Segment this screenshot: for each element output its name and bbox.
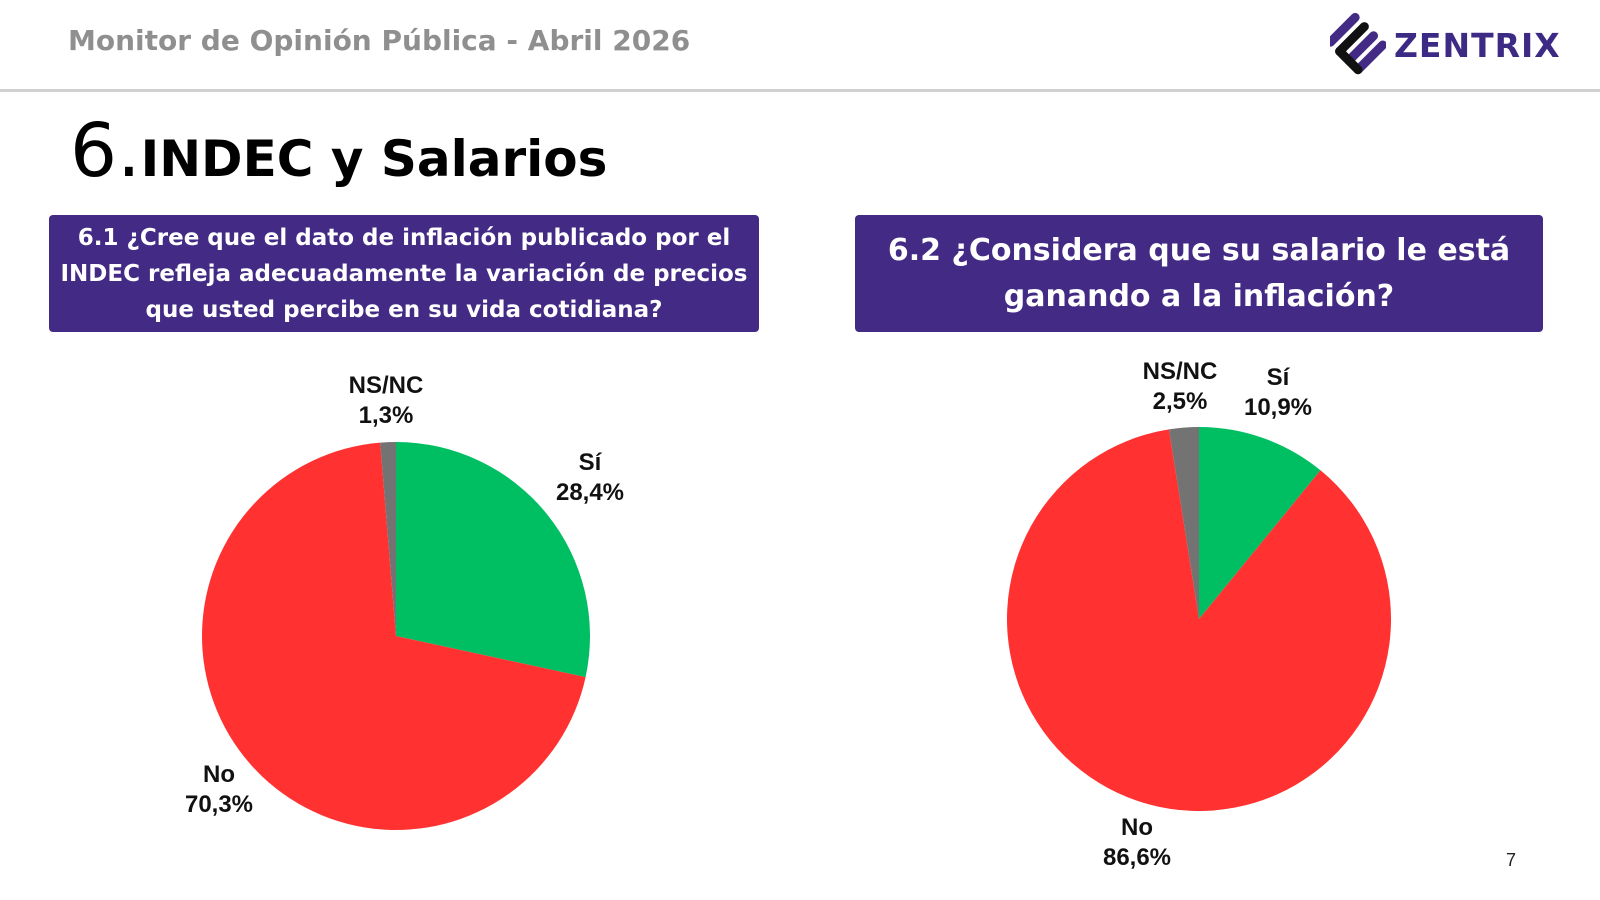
logo-text: ZENTRIX — [1394, 25, 1561, 65]
pie1-label-no-value: 70,3% — [184, 791, 254, 818]
pie1-slice-si — [396, 442, 590, 678]
pie1-label-si-value: 28,4% — [555, 479, 625, 506]
pie2-label-nsnc: NS/NC 2,5% — [1143, 357, 1218, 417]
header-divider — [0, 89, 1600, 92]
pie1-slice-nsnc — [380, 442, 396, 636]
pie2-slice-nsnc — [1168, 427, 1199, 619]
zentrix-logo-icon — [1330, 12, 1386, 75]
pie2-label-si-value: 10,9% — [1243, 394, 1313, 421]
pie1-label-si-name: Sí — [578, 449, 602, 476]
pie1-label-nsnc-name: NS/NC — [348, 372, 424, 399]
pie2-label-si-name: Sí — [1266, 364, 1290, 391]
pie1-label-nsnc: NS/NC 1,3% — [349, 371, 424, 431]
pie1-label-no-name: No — [203, 761, 235, 788]
zentrix-logo: ZENTRIX — [1330, 10, 1590, 80]
pie2-label-si: Sí 10,9% — [1244, 363, 1312, 423]
question-6-2-box: 6.2 ¿Considera que su salario le está ga… — [855, 215, 1543, 332]
section-heading: INDEC y Salarios — [140, 130, 608, 188]
pie2-label-no-value: 86,6% — [1102, 844, 1172, 871]
section-number: 6. — [70, 108, 141, 194]
section-title: 6. INDEC y Salarios — [70, 108, 607, 194]
pie1-label-si: Sí 28,4% — [556, 448, 624, 508]
report-header-title: Monitor de Opinión Pública - Abril 2026 — [68, 24, 691, 57]
pie2-label-nsnc-name: NS/NC — [1142, 358, 1218, 385]
pie1-label-nsnc-value: 1,3% — [358, 402, 414, 429]
pie2-slice-no — [1007, 429, 1391, 811]
pie2-label-nsnc-value: 2,5% — [1152, 388, 1208, 415]
pie1-slice-no — [201, 442, 586, 831]
pie2-slice-si — [1199, 427, 1321, 619]
pie1-label-no: No 70,3% — [185, 760, 253, 820]
question-6-1-box: 6.1 ¿Cree que el dato de inflación publi… — [49, 215, 759, 332]
pie2-label-no-name: No — [1121, 814, 1153, 841]
pie2-label-no: No 86,6% — [1103, 813, 1171, 873]
page-number: 7 — [1506, 850, 1517, 870]
